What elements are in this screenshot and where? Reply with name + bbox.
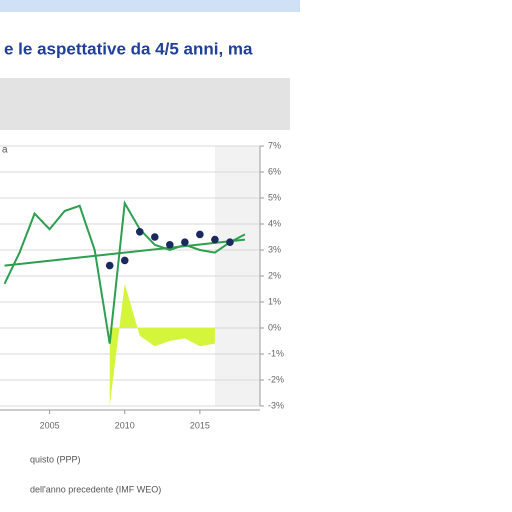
y-tick-label: 5%: [268, 192, 281, 202]
banner: [0, 0, 300, 12]
header-band: [0, 78, 290, 130]
y-tick-label: 4%: [268, 218, 281, 228]
y-tick-label: 7%: [268, 140, 281, 150]
y-tick-label: 3%: [268, 244, 281, 254]
y-tick-label: -1%: [268, 348, 284, 358]
data-point: [135, 228, 144, 236]
legend-label: dell'anno precedente (IMF WEO): [30, 484, 161, 494]
y-tick-label: 0%: [268, 322, 281, 332]
y-tick-label: -3%: [268, 400, 284, 410]
data-point: [181, 238, 189, 246]
data-point: [150, 233, 159, 241]
data-point: [226, 238, 234, 246]
data-point: [166, 241, 174, 249]
y-tick-label: 1%: [268, 296, 281, 306]
y-tick-label: -2%: [268, 374, 284, 384]
data-point: [105, 261, 114, 270]
series-line: [3, 200, 246, 344]
series-line: [4, 238, 246, 267]
y-tick-label: 2%: [268, 270, 281, 280]
legend-label: quisto (PPP): [30, 454, 81, 464]
panel-label: a: [2, 145, 8, 156]
x-tick-label: 2015: [190, 420, 210, 430]
y-tick-label: 6%: [268, 166, 281, 176]
chart-title: e le aspettative da 4/5 anni, ma: [4, 39, 253, 58]
data-point: [211, 235, 219, 244]
x-tick-label: 2010: [115, 420, 135, 430]
data-point: [196, 230, 204, 239]
x-tick-label: 2005: [40, 420, 60, 430]
data-point: [120, 256, 129, 265]
